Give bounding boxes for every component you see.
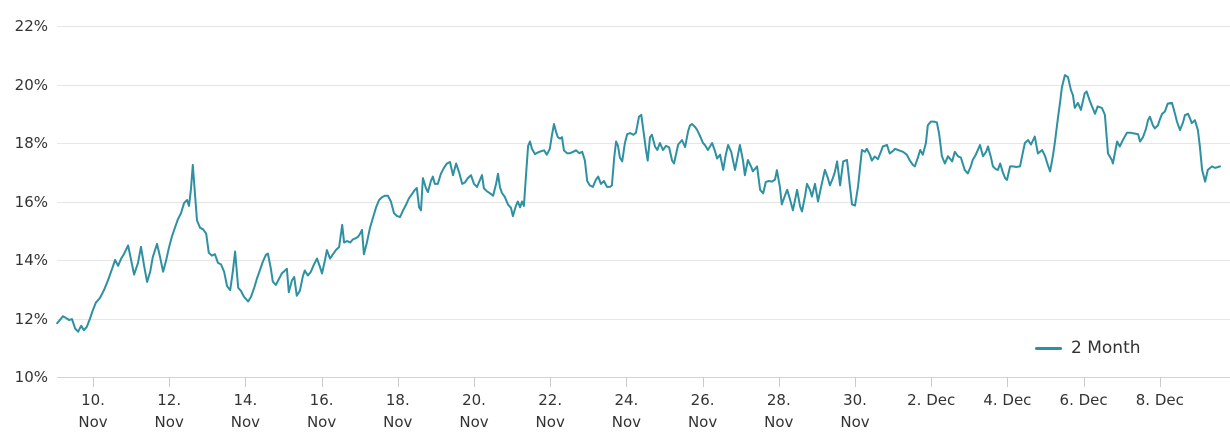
- x-axis-label: 4. Dec: [983, 391, 1032, 409]
- y-axis-label: 20%: [14, 75, 48, 94]
- x-axis-label: 2. Dec: [907, 391, 956, 409]
- x-axis-label: 8. Dec: [1135, 391, 1184, 409]
- x-axis-label: 28. Nov: [764, 391, 794, 431]
- legend-label: 2 Month: [1071, 338, 1141, 358]
- x-axis-label: 30. Nov: [840, 391, 870, 431]
- y-axis-label: 22%: [14, 17, 48, 35]
- x-axis-label: 16. Nov: [306, 391, 337, 431]
- x-axis-label: 14. Nov: [230, 391, 261, 431]
- x-axis-label: 24. Nov: [611, 391, 642, 431]
- x-axis-label: 18. Nov: [383, 391, 413, 431]
- legend-item-2-month[interactable]: 2 Month: [1035, 338, 1141, 358]
- y-axis-label: 14%: [14, 251, 48, 269]
- y-axis-label: 10%: [14, 368, 48, 386]
- y-axis-label: 12%: [14, 309, 48, 328]
- x-axis-label: 12. Nov: [154, 391, 184, 431]
- y-axis-label: 16%: [14, 192, 48, 211]
- x-axis-label: 26. Nov: [687, 391, 718, 431]
- x-axis-label: 22. Nov: [535, 391, 565, 431]
- x-axis-label: 6. Dec: [1059, 391, 1108, 409]
- legend-line-swatch: [1035, 346, 1062, 350]
- series-line-2-month: [56, 74, 1221, 333]
- y-axis-label: 18%: [14, 134, 48, 152]
- x-axis-label: 20. Nov: [459, 391, 489, 431]
- x-axis-label: 10. Nov: [78, 391, 108, 431]
